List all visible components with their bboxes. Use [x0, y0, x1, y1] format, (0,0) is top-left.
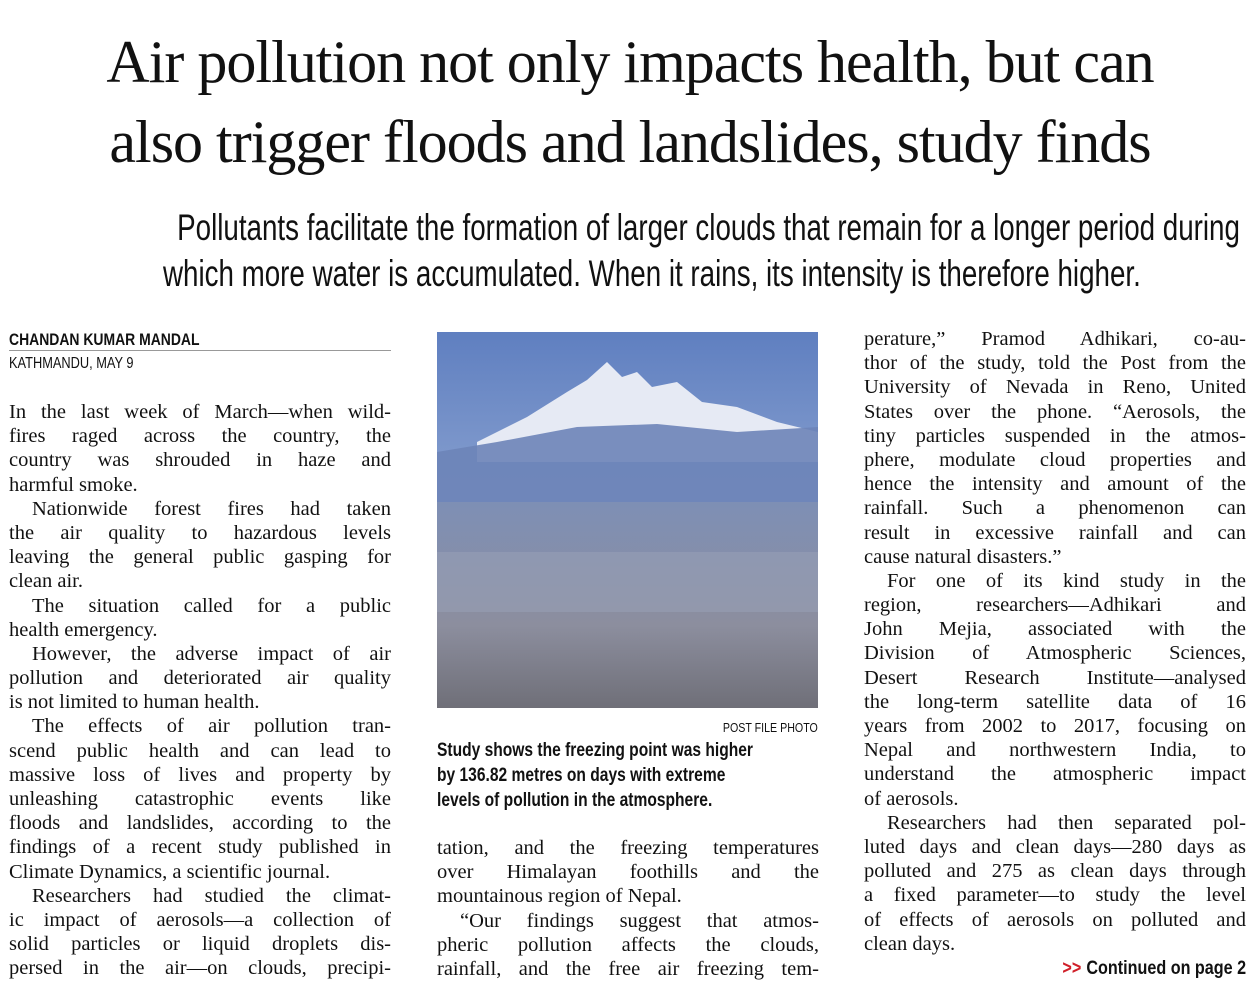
subheadline-text: Pollutants facilitate the formation of l… — [177, 207, 1240, 248]
text-line: pollution and deteriorated air quality — [9, 667, 391, 690]
text-line: thor of the study, told the Post from th… — [864, 352, 1246, 375]
subheadline-line: Pollutants facilitate the formation of l… — [0, 205, 1260, 251]
caption-line: Study shows the freezing point was highe… — [437, 740, 753, 761]
paragraph: In the last week of March—when wild-fire… — [9, 400, 391, 497]
text-line: years from 2002 to 2017, focusing on — [864, 715, 1246, 737]
dateline: KATHMANDU, MAY 9 — [9, 355, 134, 372]
text-line: cause natural disasters.” — [864, 545, 1062, 568]
text-line: clean days. — [864, 932, 956, 955]
photo-credit: POST FILE PHOTO — [437, 720, 818, 735]
photo-credit-text: POST FILE PHOTO — [723, 720, 818, 735]
text-line: tiny particles suspended in the atmos- — [864, 424, 1246, 447]
text-line: mountainous region of Nepal. — [437, 885, 682, 908]
byline: CHANDAN KUMAR MANDAL — [9, 330, 200, 349]
text-line: tation, and the freezing temperatures — [437, 837, 819, 859]
photo — [437, 332, 818, 708]
text-line: health emergency. — [9, 618, 158, 641]
text-line: of aerosols. — [864, 787, 959, 810]
paragraph: For one of its kind study in the region, … — [864, 569, 1246, 811]
column: perature,” Pramod Adhikari, co-au-thor o… — [864, 327, 1246, 956]
text-line: The situation called for a public — [32, 594, 391, 617]
text-line: is not limited to human health. — [9, 691, 260, 714]
text-line: solid particles or liquid droplets dis- — [9, 933, 391, 956]
text-line: the long-term satellite data of 16 — [864, 690, 1246, 713]
text-line: scend public health and can lead to — [9, 739, 391, 762]
text-line: However, the adverse impact of air — [32, 642, 391, 665]
text-line: result in excessive rainfall and can — [864, 521, 1246, 544]
text-line: Climate Dynamics, a scientific journal. — [9, 860, 331, 883]
paragraph: The situation called for a public health … — [9, 594, 391, 642]
text-line: understand the atmospheric impact — [864, 763, 1246, 786]
paragraph: The effects of air pollution tran-scend … — [9, 714, 391, 883]
paragraph: Nationwide forest fires had taken the air… — [9, 497, 391, 594]
text-line: hence the intensity and amount of the — [864, 473, 1246, 496]
text-line: For one of its kind study in the — [887, 569, 1246, 592]
text-line: massive loss of lives and property by — [9, 763, 391, 786]
caption-line: levels of pollution in the atmosphere. — [437, 790, 713, 811]
text-line: Desert Research Institute—analysed — [864, 666, 1246, 689]
text-line: pheric pollution affects the clouds, — [437, 933, 819, 956]
text-line: the air quality to hazardous levels — [9, 521, 391, 544]
text-line: Nationwide forest fires had taken — [32, 497, 391, 520]
continuation-text: Continued on page 2 — [1086, 958, 1246, 979]
text-line: of effects of aerosols on polluted and — [864, 908, 1246, 931]
text-line: Nepal and northwestern India, to — [864, 739, 1246, 762]
text-line: polluted and 275 as clean days through — [864, 860, 1246, 883]
paragraph: tation, and the freezing temperatures ove… — [437, 836, 819, 909]
text-line: University of Nevada in Reno, United — [864, 376, 1246, 399]
caption-line: by 136.82 metres on days with extreme — [437, 765, 726, 786]
column: In the last week of March—when wild-fire… — [9, 400, 391, 981]
text-line: clean air. — [9, 570, 83, 593]
headline-line: Air pollution not only impacts health, b… — [106, 29, 1154, 95]
text-line: luted days and clean days—280 days as — [864, 835, 1246, 858]
text-line: floods and landslides, according to the — [9, 812, 391, 835]
continuation-marker: >> — [1062, 958, 1082, 979]
text-line: ic impact of aerosols—a collection of — [9, 908, 391, 931]
headline-line: also trigger floods and landslides, stud… — [109, 109, 1151, 175]
text-line: Division of Atmospheric Sciences, — [864, 642, 1246, 665]
text-line: country was shrouded in haze and — [9, 449, 391, 472]
text-line: harmful smoke. — [9, 473, 138, 496]
column: tation, and the freezing temperatures ove… — [437, 836, 819, 981]
text-line: persed in the air—on clouds, precipi- — [9, 957, 391, 980]
text-line: In the last week of March—when wild- — [9, 401, 391, 423]
text-line: perature,” Pramod Adhikari, co-au- — [864, 328, 1246, 350]
subheadline-text: which more water is accumulated. When it… — [162, 253, 1141, 294]
text-line: John Mejia, associated with the — [864, 618, 1246, 641]
paragraph: “Our findings suggest that atmos-pheric … — [437, 909, 819, 982]
continuation: >> Continued on page 2 — [1062, 958, 1246, 980]
text-line: States over the phone. “Aerosols, the — [864, 400, 1246, 423]
text-line: phere, modulate cloud properties and — [864, 448, 1246, 471]
paragraph: Researchers had studied the climat-ic im… — [9, 884, 391, 981]
paragraph: perature,” Pramod Adhikari, co-au-thor o… — [864, 327, 1246, 569]
subheadline-line: which more water is accumulated. When it… — [0, 251, 1260, 297]
text-line: rainfall. Such a phenomenon can — [864, 497, 1246, 520]
paragraph: However, the adverse impact of air pollut… — [9, 642, 391, 715]
text-line: a fixed parameter—to study the level — [864, 884, 1246, 907]
text-line: leaving the general public gasping for — [9, 546, 391, 569]
text-line: unleashing catastrophic events like — [9, 788, 391, 810]
text-line: findings of a recent study published in — [9, 836, 391, 859]
text-line: Researchers had then separated pol- — [887, 811, 1246, 834]
text-line: Researchers had studied the climat- — [32, 884, 391, 907]
text-line: region, researchers—Adhikari and — [864, 594, 1246, 617]
text-line: rainfall, and the free air freezing tem- — [437, 957, 819, 980]
paragraph: Researchers had then separated pol-luted… — [864, 811, 1246, 956]
subheadline: Pollutants facilitate the formation of l… — [0, 205, 1260, 297]
text-line: “Our findings suggest that atmos- — [460, 909, 819, 932]
text-line: The effects of air pollution tran- — [32, 715, 391, 738]
text-line: fires raged across the country, the — [9, 425, 391, 448]
byline-rule — [9, 350, 391, 351]
photo-caption: Study shows the freezing point was highe… — [437, 738, 822, 813]
text-line: over Himalayan foothills and the — [437, 861, 819, 884]
headline: Air pollution not only impacts health, b… — [0, 22, 1260, 182]
